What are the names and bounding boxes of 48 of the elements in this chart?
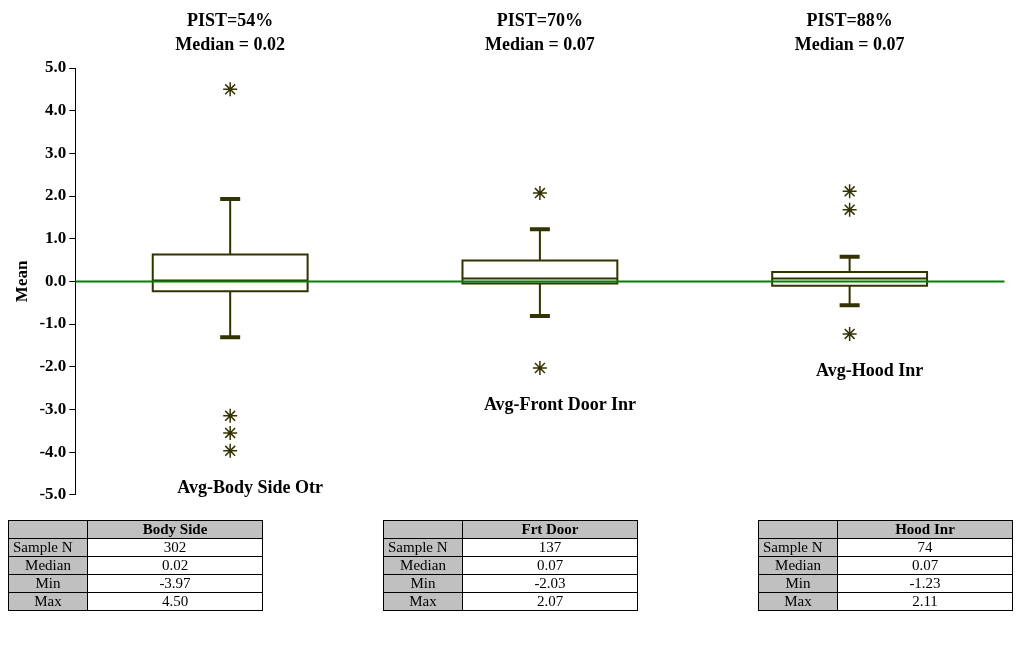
text: 4.50 [87,592,263,611]
x-tick-label: Avg-Body Side Otr [177,476,324,497]
text: Max [758,592,838,611]
text: Median = 0.07 [794,34,905,54]
text: Min [8,574,88,593]
text: Max [8,592,88,611]
text: -2.03 [462,574,638,593]
text: 0.07 [837,556,1013,575]
text: -1.23 [837,574,1013,593]
text: Median [758,556,838,575]
text: -3.97 [87,574,263,593]
text: 2.07 [462,592,638,611]
x-tick-label: Avg-Hood Inr [816,359,924,380]
text: Median [8,556,88,575]
text: Sample N [383,538,463,557]
y-tick-label: 3.0 [45,142,67,162]
text: 74 [837,538,1013,557]
text: Hood Inr [837,520,1013,539]
text: Body Side [87,520,263,539]
text: 137 [462,538,638,557]
y-tick-label: 2.0 [45,185,67,205]
text: PIST=54% [187,10,274,30]
y-tick-label: -3.0 [39,398,67,418]
text: 0.02 [87,556,263,575]
y-tick-label: 1.0 [45,228,67,248]
x-tick-label: Avg-Front Door Inr [483,394,636,415]
text: PIST=70% [496,10,584,30]
text: 0.07 [462,556,638,575]
text: Median = 0.07 [485,34,595,54]
y-tick-label: -5.0 [39,484,67,504]
text: PIST=88% [806,10,893,30]
y-tick-label: -1.0 [39,313,67,333]
y-tick-label: 4.0 [45,100,67,120]
text: 2.11 [837,592,1013,611]
text: Sample N [758,538,838,557]
text: Median = 0.02 [175,34,286,54]
text: Sample N [8,538,88,557]
text: Frt Door [462,520,638,539]
y-axis-title: Mean [11,260,31,303]
text: Min [758,574,838,593]
y-tick-label: -2.0 [39,356,67,376]
text: Min [383,574,463,593]
y-tick-label: 5.0 [45,57,67,77]
text: 302 [87,538,263,557]
y-tick-label: -4.0 [39,441,67,461]
text: Median [383,556,463,575]
y-tick-label: 0.0 [45,270,67,290]
text: Max [383,592,463,611]
